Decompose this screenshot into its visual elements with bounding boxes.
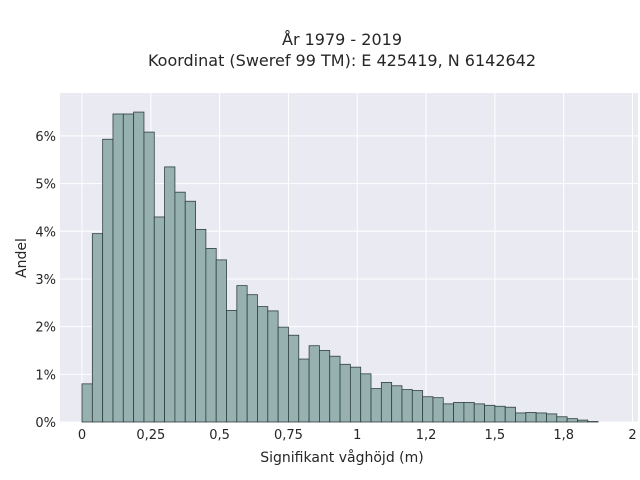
x-tick-label: 0,5 (209, 428, 230, 443)
x-axis-label: Signifikant våghöjd (m) (260, 449, 423, 466)
histogram-bar (226, 310, 238, 423)
histogram-bar (246, 294, 258, 423)
histogram-bar (473, 403, 485, 423)
x-tick-label: 1,2 (416, 428, 437, 443)
x-tick-label: 1 (353, 428, 361, 443)
histogram-bar (257, 306, 269, 423)
histogram-bar (91, 233, 104, 423)
y-tick-label: 3% (35, 273, 56, 288)
histogram-bar (205, 248, 217, 423)
histogram-bar (277, 326, 289, 423)
histogram-bar (143, 131, 155, 423)
histogram-bar (442, 403, 454, 423)
histogram-bar (329, 355, 341, 423)
histogram-bar (215, 259, 227, 423)
histogram-bar (319, 350, 331, 423)
histogram-bar (546, 413, 558, 423)
histogram-bar (174, 191, 186, 423)
histogram-bar (236, 285, 248, 423)
histogram-bar (81, 383, 93, 423)
histogram-bars (81, 111, 599, 423)
histogram-bar (566, 418, 578, 423)
x-tick-label: 1,8 (553, 428, 574, 443)
histogram-bar (577, 419, 589, 423)
histogram-bar (391, 385, 403, 423)
histogram-bar (184, 200, 196, 423)
histogram-bar (122, 113, 135, 423)
histogram-bar (112, 113, 124, 423)
histogram-bar (339, 363, 351, 423)
histogram-bar (463, 402, 475, 423)
x-tick-label: 0,25 (136, 428, 165, 443)
histogram-bar (411, 390, 424, 423)
x-axis-ticks: 0 0,25 0,5 0,75 1 1,2 1,5 1,8 2 (78, 428, 637, 443)
histogram-bar (349, 366, 362, 423)
y-tick-label: 5% (35, 178, 56, 193)
x-tick-label: 2 (628, 428, 636, 443)
histogram-bar (164, 166, 176, 423)
x-tick-label: 0,75 (274, 428, 303, 443)
histogram-bar (494, 405, 506, 423)
y-axis-label: Andel (14, 238, 30, 278)
histogram-bar (525, 412, 537, 423)
chart-title-line-1: År 1979 - 2019 (282, 30, 402, 49)
histogram-bar (453, 402, 465, 423)
histogram-bar (432, 397, 444, 423)
x-tick-label: 1,5 (485, 428, 506, 443)
histogram-bar (515, 412, 527, 423)
y-tick-label: 4% (35, 225, 56, 240)
histogram-bar (422, 396, 434, 423)
y-tick-label: 2% (35, 321, 56, 336)
histogram-bar (535, 412, 547, 423)
chart-title-line-2: Koordinat (Sweref 99 TM): E 425419, N 61… (148, 51, 536, 70)
histogram-bar (370, 388, 382, 423)
y-tick-label: 1% (35, 368, 56, 383)
histogram-bar (133, 111, 145, 423)
y-tick-label: 6% (35, 130, 56, 145)
histogram-bar (153, 216, 165, 423)
histogram-bar (102, 138, 114, 423)
histogram-bar (556, 416, 568, 423)
histogram-bar (267, 310, 279, 423)
y-axis-ticks: 0% 1% 2% 3% 4% 5% 6% (35, 130, 56, 431)
histogram-bar (195, 228, 207, 423)
histogram-bar (298, 358, 310, 423)
histogram-bar (484, 404, 496, 423)
histogram-bar (401, 389, 413, 423)
histogram-bar (308, 345, 320, 423)
x-tick-label: 0 (78, 428, 86, 443)
histogram-bar (288, 334, 300, 423)
y-tick-label: 0% (35, 416, 56, 431)
histogram-bar (380, 382, 393, 423)
histogram-bar (504, 406, 516, 423)
histogram-bar (360, 373, 372, 423)
